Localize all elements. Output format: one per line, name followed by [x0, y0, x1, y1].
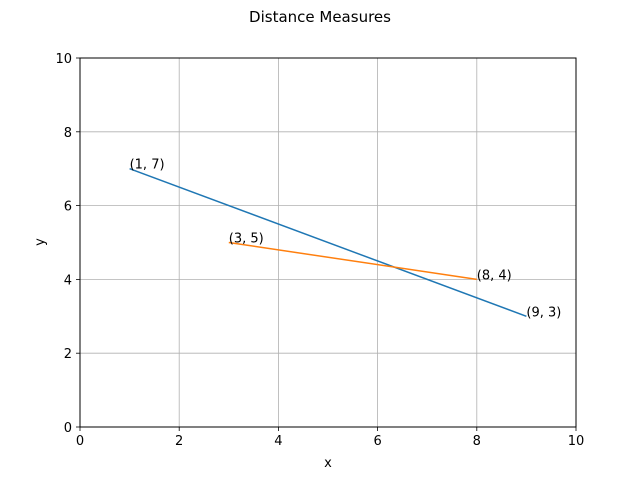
point-label-0-0: (1, 7) — [130, 158, 165, 173]
series-line-1 — [228, 241, 477, 281]
y-tick-label-5: 10 — [55, 52, 72, 67]
x-tick-label-1: 2 — [175, 434, 183, 449]
y-axis-label: y — [33, 238, 48, 246]
point-label-0-1: (9, 3) — [526, 305, 561, 320]
tick-layer: 0 2 4 6 8 10 0 2 4 6 8 10 — [55, 52, 584, 449]
x-tick-label-4: 8 — [473, 434, 481, 449]
y-tick-label-1: 2 — [64, 347, 72, 362]
y-tick-label-3: 6 — [64, 200, 72, 215]
y-tick-label-0: 0 — [64, 421, 72, 436]
series-line-0 — [129, 167, 527, 318]
x-axis-label: x — [324, 456, 332, 471]
x-tick-label-0: 0 — [76, 434, 84, 449]
chart-title: Distance Measures — [249, 8, 391, 26]
x-tick-label-5: 10 — [568, 434, 585, 449]
y-tick-label-4: 8 — [64, 126, 72, 141]
x-tick-label-2: 4 — [274, 434, 282, 449]
y-tick-label-2: 4 — [64, 273, 72, 288]
point-label-1-1: (8, 4) — [477, 268, 512, 283]
plot-frame — [79, 57, 577, 428]
x-tick-label-3: 6 — [373, 434, 381, 449]
label-layer: (1, 7) (9, 3) (3, 5) (8, 4) — [130, 158, 562, 321]
series-layer — [129, 167, 527, 318]
point-label-1-0: (3, 5) — [229, 232, 264, 247]
